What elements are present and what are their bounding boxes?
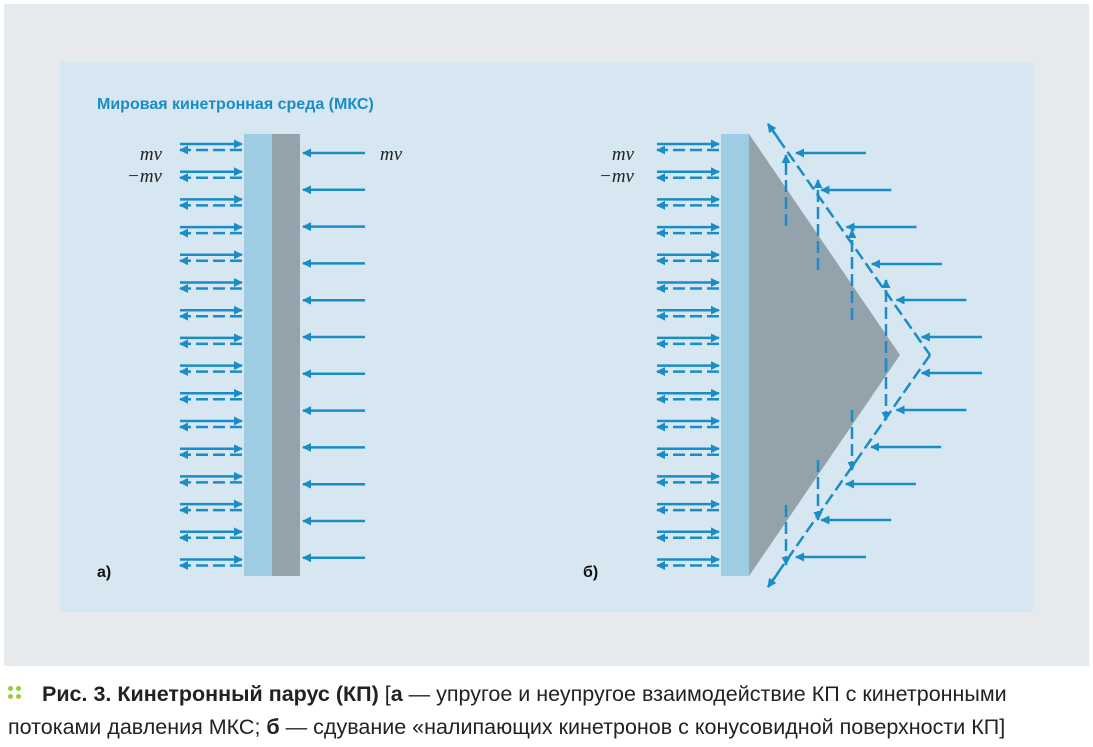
sail-dark-layer-a — [272, 134, 300, 576]
caption-bullet-icon — [8, 686, 30, 700]
mv-label-a-right: mv — [380, 144, 403, 165]
caption-bracket-close: ] — [999, 715, 1006, 739]
panel-a-label: а) — [97, 564, 111, 581]
sail-light-layer-a — [244, 134, 272, 576]
sail-cone-b — [749, 134, 900, 576]
b-cone-outline-tip-bottom — [766, 572, 780, 588]
neg-mv-label-b: −mv — [599, 166, 635, 187]
panel-b-label: б) — [583, 564, 598, 581]
figure-caption: Рис. 3. Кинетронный парус (КП) [а — упру… — [8, 678, 1088, 744]
caption-part-b-letter: б — [266, 715, 280, 739]
mv-label-b: mv — [612, 144, 635, 165]
b-cone-outline-tip-top — [766, 123, 780, 139]
heading-label: Мировая кинетронная среда (МКС) — [97, 96, 374, 113]
caption-part-b-text: — сдувание «налипающих кинетронов с кону… — [285, 715, 1000, 739]
caption-part-a-text: — упругое и неупругое взаимодействие КП … — [8, 682, 1007, 739]
b-cone-outline-lower — [766, 354, 932, 588]
caption-part-a-letter: а — [390, 682, 403, 706]
caption-fig-number: Рис. 3. — [42, 682, 112, 706]
caption-fig-title: Кинетронный парус (КП) — [117, 682, 379, 706]
neg-mv-label-a: −mv — [127, 166, 163, 187]
b-cone-outline-upper — [766, 123, 932, 356]
sail-light-layer-b — [721, 134, 749, 576]
caption-bracket-open: [ — [384, 682, 391, 706]
mv-label-a-left: mv — [140, 144, 163, 165]
